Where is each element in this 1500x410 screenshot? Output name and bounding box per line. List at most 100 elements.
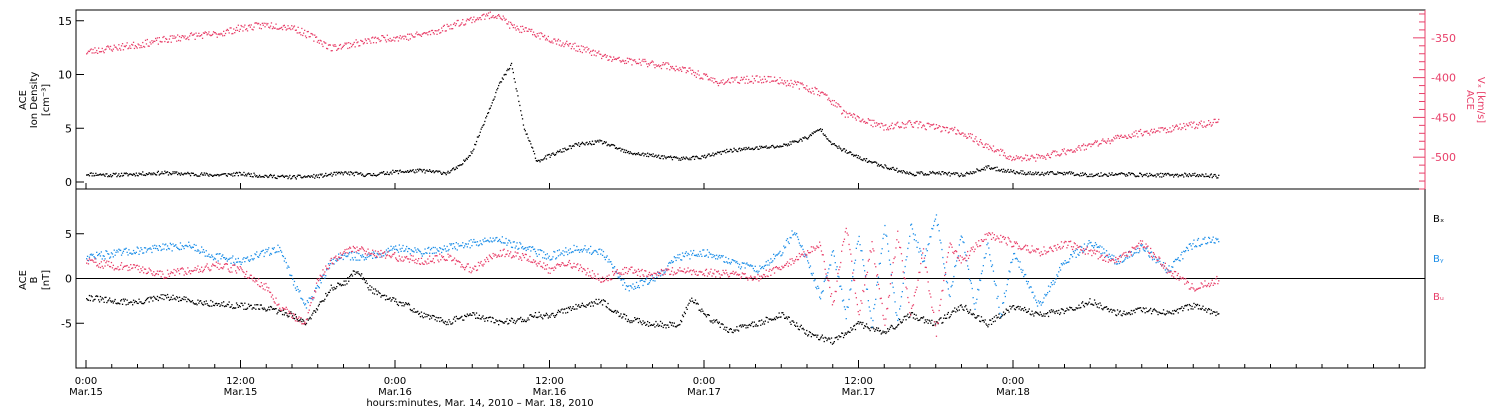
bx-point (376, 293, 378, 296)
vx-point (406, 38, 408, 40)
by-point (1145, 248, 1147, 250)
density-point (406, 171, 408, 173)
density-point (652, 153, 654, 155)
bx-point (542, 318, 544, 320)
by-point (389, 249, 391, 251)
by-point (896, 314, 898, 316)
vx-point (966, 137, 968, 139)
by-point (498, 240, 500, 242)
by-point (1039, 301, 1041, 303)
vx-point (716, 82, 719, 84)
by-point (142, 252, 144, 254)
by-point (321, 276, 323, 278)
bx-point (124, 298, 126, 300)
density-point (854, 155, 857, 157)
bx-point (734, 330, 736, 332)
bx-point (567, 311, 569, 314)
density-point (1092, 175, 1094, 178)
density-point (845, 149, 847, 151)
density-point (492, 99, 494, 101)
density-point (187, 171, 189, 174)
density-point (1146, 172, 1148, 175)
bx-point (212, 304, 215, 306)
by-point (1123, 260, 1125, 262)
bx-point (108, 299, 110, 301)
by-point (442, 249, 445, 251)
vx-point (919, 121, 921, 123)
by-point (485, 240, 487, 242)
vx-point (674, 70, 676, 72)
bx-point (853, 325, 855, 327)
vx-point (844, 116, 846, 118)
bx-point (1209, 313, 1212, 315)
by-point (185, 244, 187, 246)
bx-point (1086, 304, 1088, 306)
bx-point (1068, 309, 1070, 311)
density-point (487, 112, 490, 114)
bx-point (988, 323, 990, 326)
vx-point (527, 30, 529, 32)
density-point (1070, 171, 1073, 173)
by-point (892, 286, 894, 288)
by-point (98, 253, 100, 256)
by-point (975, 302, 977, 304)
by-point (985, 253, 987, 255)
bx-point (991, 318, 994, 320)
vx-point (693, 74, 696, 77)
bx-point (95, 295, 97, 297)
density-point (547, 154, 549, 156)
density-point (209, 173, 211, 175)
by-point (942, 256, 944, 259)
bx-point (761, 323, 764, 325)
by-point (426, 252, 428, 254)
by-point (722, 255, 724, 257)
by-point (126, 251, 128, 253)
vx-point (459, 24, 461, 27)
bx-point (493, 322, 495, 324)
bx-point (753, 321, 755, 323)
bx-point (181, 297, 183, 300)
density-point (476, 136, 479, 138)
bx-point (99, 295, 102, 298)
vx-point (711, 80, 713, 82)
bx-point (1017, 305, 1019, 308)
by-point (317, 286, 320, 288)
by-point (133, 252, 136, 254)
bx-point (649, 324, 651, 327)
bx-point (146, 297, 148, 300)
density-point (581, 141, 583, 143)
bx-point (147, 297, 149, 299)
bx-point (1139, 307, 1142, 309)
vx-point (390, 40, 392, 42)
vx-point (871, 119, 873, 121)
by-point (394, 248, 396, 250)
density-point (379, 172, 381, 174)
by-point (907, 247, 909, 250)
density-point (644, 153, 646, 155)
by-point (259, 252, 262, 255)
by-point (567, 253, 569, 256)
vx-point (869, 119, 871, 121)
density-point (990, 167, 993, 169)
bx-point (213, 304, 216, 307)
density-point (271, 176, 274, 179)
by-point (292, 278, 294, 280)
vx-point (127, 48, 129, 50)
density-point (1139, 172, 1141, 174)
by-point (435, 252, 437, 254)
density-point (184, 172, 186, 174)
density-point (397, 172, 400, 175)
vx-point (521, 31, 523, 34)
vx-point (359, 45, 361, 47)
vx-point (249, 26, 251, 28)
vx-point (450, 24, 452, 26)
bx-point (837, 338, 839, 341)
density-point (1189, 174, 1191, 176)
bx-point (1150, 313, 1153, 315)
density-point (402, 171, 404, 173)
by-point (406, 245, 408, 248)
by-point (939, 239, 941, 241)
bx-point (601, 304, 604, 306)
bx-point (840, 336, 842, 338)
density-point (798, 140, 800, 142)
